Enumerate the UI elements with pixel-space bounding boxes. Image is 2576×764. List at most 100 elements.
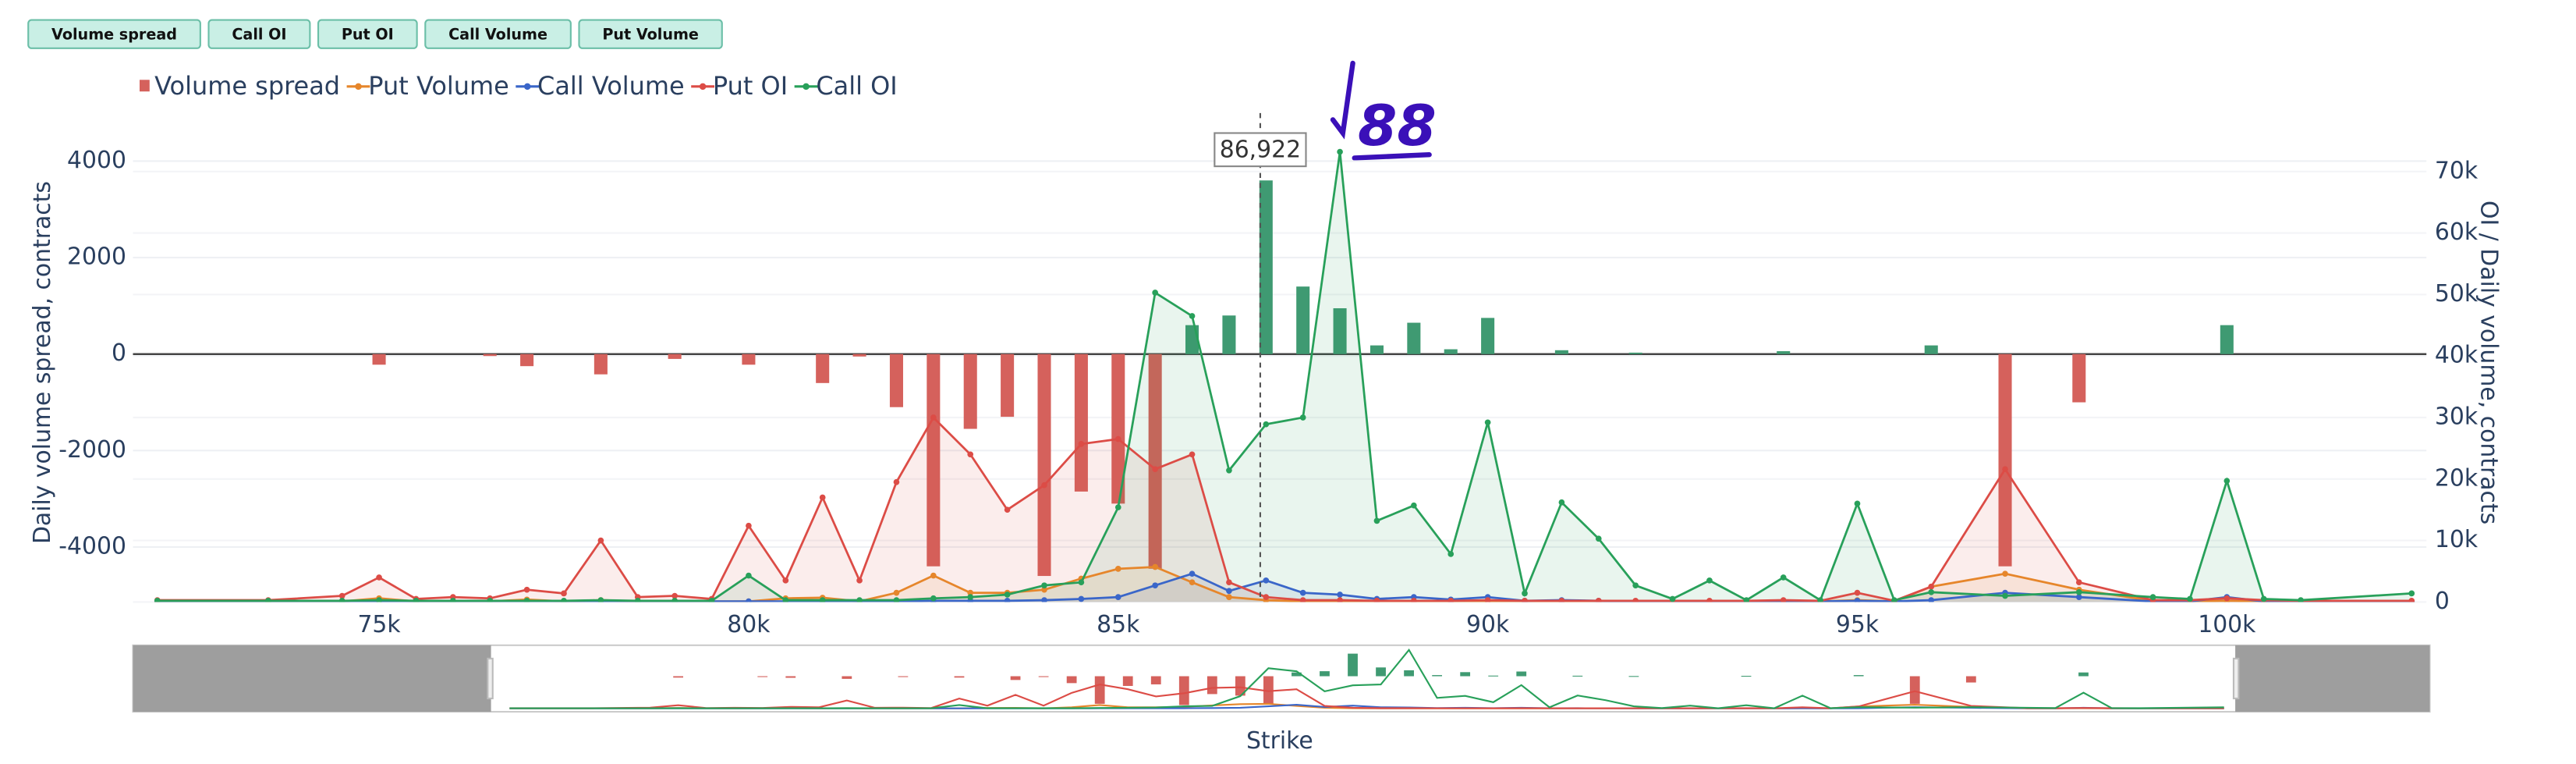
y2-tick-label: 60k <box>2435 219 2479 246</box>
button-label[interactable]: Call OI <box>232 25 286 43</box>
slider-bar[interactable] <box>1263 676 1274 705</box>
point <box>338 598 345 602</box>
slider-bar[interactable] <box>1460 672 1471 677</box>
point <box>1817 597 1823 602</box>
point <box>1189 451 1196 458</box>
slider-bar[interactable] <box>1376 667 1386 677</box>
slider-bar[interactable] <box>1853 675 1864 677</box>
slider-bar[interactable] <box>1516 671 1527 677</box>
legend-marker[interactable] <box>699 83 707 91</box>
bar <box>520 354 534 367</box>
point <box>2075 588 2082 595</box>
slider-bar[interactable] <box>785 676 796 678</box>
slider-bar[interactable] <box>1150 676 1161 684</box>
button-label[interactable]: Put Volume <box>602 25 699 43</box>
y2-tick-label: 10k <box>2435 526 2479 553</box>
slider-bar[interactable] <box>1965 676 1976 683</box>
legend-marker[interactable] <box>355 83 362 91</box>
bar <box>852 354 866 357</box>
slider-bar[interactable] <box>1292 672 1302 677</box>
legend-label[interactable]: Put OI <box>713 71 788 101</box>
point <box>2002 570 2008 577</box>
point <box>1669 595 1676 602</box>
y-axis-title: Daily volume spread, contracts <box>29 181 56 544</box>
button-box[interactable] <box>578 19 723 49</box>
point <box>746 598 752 602</box>
button[interactable]: Put OI <box>317 19 418 49</box>
slider-bar[interactable] <box>1628 676 1639 677</box>
button[interactable]: Call Volume <box>424 19 572 49</box>
legend-label[interactable]: Put Volume <box>368 71 509 101</box>
marker-label: 86,922 <box>1220 136 1301 163</box>
y2-axis-title: OI / Daily volume, contracts <box>2475 201 2503 524</box>
point <box>1337 592 1343 598</box>
slider-bar[interactable] <box>1010 676 1021 680</box>
slider-bar[interactable] <box>1207 676 1217 695</box>
y2-tick-label: 70k <box>2435 157 2479 184</box>
slider-bar[interactable] <box>1741 676 1752 677</box>
legend-marker[interactable] <box>523 83 531 91</box>
point <box>967 451 974 458</box>
point <box>1226 579 1232 586</box>
legend-marker[interactable] <box>803 83 810 91</box>
slider-bar[interactable] <box>954 676 965 678</box>
bar <box>1037 354 1051 577</box>
slider-bar[interactable] <box>1909 676 1920 704</box>
legend-item[interactable]: Put Volume <box>346 71 509 101</box>
slider-bar[interactable] <box>1235 676 1245 696</box>
slider-mask[interactable] <box>133 645 491 712</box>
slider-line[interactable] <box>509 648 2224 709</box>
button-box[interactable] <box>424 19 572 49</box>
slider-bar[interactable] <box>1178 676 1189 705</box>
slider-handle[interactable] <box>2232 657 2240 700</box>
button[interactable]: Put Volume <box>578 19 723 49</box>
slider-bar[interactable] <box>1122 676 1133 686</box>
slider-bar[interactable] <box>1066 676 1077 684</box>
point <box>1004 598 1011 602</box>
bar <box>2072 354 2086 403</box>
slider-bar[interactable] <box>1094 676 1105 704</box>
x-tick-label: 80k <box>727 611 771 638</box>
legend-label[interactable]: Call OI <box>816 71 897 101</box>
point <box>1299 414 1306 421</box>
slider-bar[interactable] <box>842 676 852 679</box>
point <box>1928 583 1935 590</box>
point <box>561 598 567 602</box>
legend-swatch[interactable] <box>140 80 150 92</box>
slider-bar[interactable] <box>1320 671 1330 677</box>
button[interactable]: Call OI <box>207 19 311 49</box>
button-label[interactable]: Volume spread <box>51 25 177 43</box>
point <box>338 592 345 599</box>
slider-bar[interactable] <box>2078 672 2089 677</box>
slider-bar[interactable] <box>673 676 684 678</box>
legend-item[interactable]: Volume spread <box>140 71 340 101</box>
point <box>1337 597 1343 602</box>
point <box>782 577 789 584</box>
x-axis-title: Strike <box>1246 727 1313 755</box>
point <box>1004 506 1011 513</box>
slider-bar[interactable] <box>1488 675 1499 677</box>
point <box>523 598 530 602</box>
legend-item[interactable]: Call OI <box>794 71 898 101</box>
range-slider[interactable] <box>132 644 2431 713</box>
slider-bar[interactable] <box>1572 675 1583 677</box>
button-box[interactable] <box>27 19 201 49</box>
slider-handle[interactable] <box>487 657 494 700</box>
button-box[interactable] <box>317 19 418 49</box>
legend-item[interactable]: Put OI <box>691 71 788 101</box>
button[interactable]: Volume spread <box>27 19 201 49</box>
slider-bar[interactable] <box>1348 653 1358 677</box>
button-label[interactable]: Call Volume <box>448 25 547 43</box>
slider-bar[interactable] <box>1404 670 1414 677</box>
bar <box>1111 354 1125 504</box>
button-label[interactable]: Put OI <box>342 25 394 43</box>
slider-mask[interactable] <box>2235 645 2430 712</box>
legend-label[interactable]: Volume spread <box>154 71 340 101</box>
point <box>523 586 530 593</box>
bar <box>742 354 756 365</box>
legend-label[interactable]: Call Volume <box>537 71 685 101</box>
slider-bar[interactable] <box>1432 675 1443 677</box>
point <box>376 597 382 602</box>
button-box[interactable] <box>207 19 311 49</box>
legend-item[interactable]: Call Volume <box>516 71 685 101</box>
